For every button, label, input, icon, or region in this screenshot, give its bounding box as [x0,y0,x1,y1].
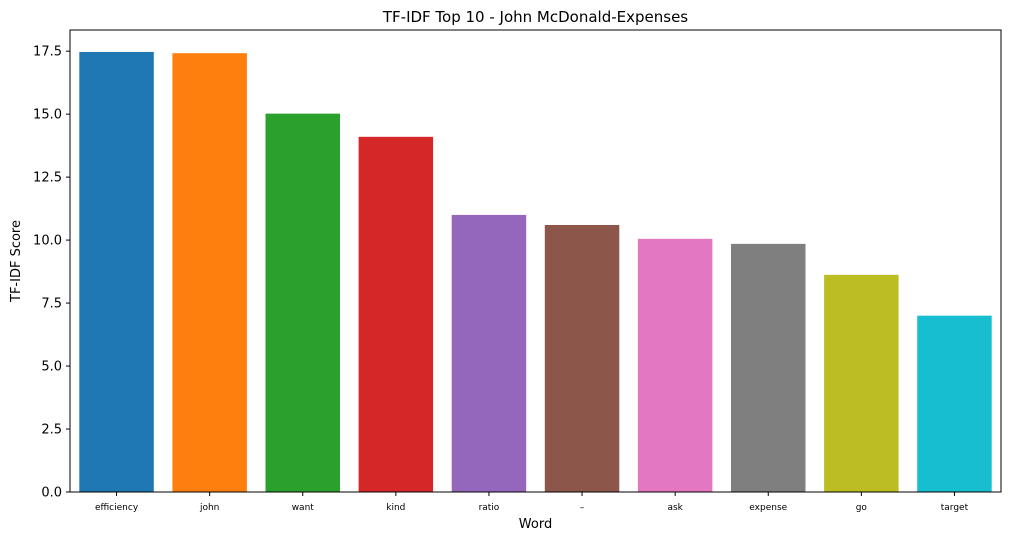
bars-group [79,51,992,493]
plot-frame [69,29,1002,493]
x-tick-label: target [941,503,969,513]
y-tick-label: 15.0 [33,108,62,123]
x-tick-label: efficiency [95,503,139,513]
y-tick-label: 0.0 [41,486,62,501]
bar-6 [637,238,713,492]
x-tick-label: – [580,503,585,513]
bar-9 [917,315,992,492]
bar-1 [172,53,247,493]
x-tick-label: go [856,503,868,513]
x-tick-label: kind [386,503,405,513]
bar-0 [79,51,154,493]
y-tick-label: 12.5 [33,171,62,186]
x-axis-ticks: efficiency john want kind ratio – ask expense go… [95,492,969,513]
y-axis-label: TF-IDF Score [9,220,24,303]
x-tick-label: expense [749,503,787,513]
x-tick-label: john [199,503,219,513]
x-tick-label: want [292,503,315,513]
bar-8 [824,274,899,492]
y-tick-label: 2.5 [41,423,62,438]
bar-4 [451,214,527,492]
bar-3 [358,136,434,493]
x-tick-label: ask [667,503,683,513]
x-axis-label: Word [519,517,552,532]
y-tick-label: 5.0 [41,360,62,375]
bar-2 [265,113,340,492]
y-tick-label: 7.5 [41,297,62,312]
bar-5 [544,224,620,492]
y-tick-label: 10.0 [33,234,62,249]
y-tick-label: 17.5 [33,45,62,60]
y-axis-ticks: 0.0 2.5 5.0 7.5 10.0 12.5 15.0 17.5 [33,45,70,501]
bar-7 [731,243,806,492]
chart-title: TF-IDF Top 10 - John McDonald-Expenses [382,8,688,26]
x-tick-label: ratio [479,503,500,513]
